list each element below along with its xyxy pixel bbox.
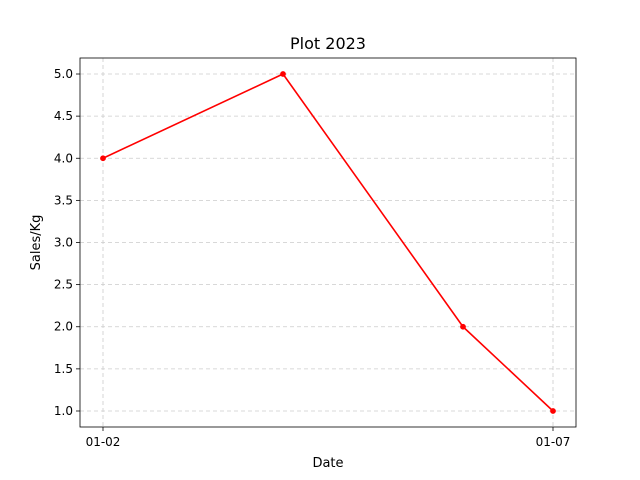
y-tick-label: 4.5: [54, 109, 73, 123]
x-axis-label: Date: [312, 456, 343, 471]
data-point: [100, 155, 106, 162]
data-point: [280, 71, 286, 77]
series-line: [102, 73, 554, 412]
x-tick-label: 01-02: [86, 435, 121, 449]
y-tick-label: 1.0: [54, 404, 73, 418]
chart-title: Plot 2023: [290, 34, 366, 53]
y-tick-label: 4.0: [54, 151, 73, 165]
data-point: [460, 323, 466, 330]
y-axis-label: Sales/Kg: [29, 215, 44, 271]
x-tick-label: 01-07: [536, 435, 571, 449]
data-point: [550, 408, 556, 414]
grid: [80, 58, 576, 427]
y-tick-label: 3.0: [54, 236, 73, 250]
x-axis: 01-02 01-07: [86, 427, 571, 449]
y-tick-label: 2.5: [54, 278, 73, 292]
y-tick-label: 5.0: [54, 67, 73, 81]
y-tick-label: 3.5: [54, 193, 73, 207]
y-axis: 1.0 1.5 2.0 2.5 3.0 3.5 4.0 4.5 5.0: [54, 67, 80, 418]
y-tick-label: 2.0: [54, 320, 73, 334]
y-tick-label: 1.5: [54, 362, 73, 376]
data-series: [100, 71, 556, 414]
